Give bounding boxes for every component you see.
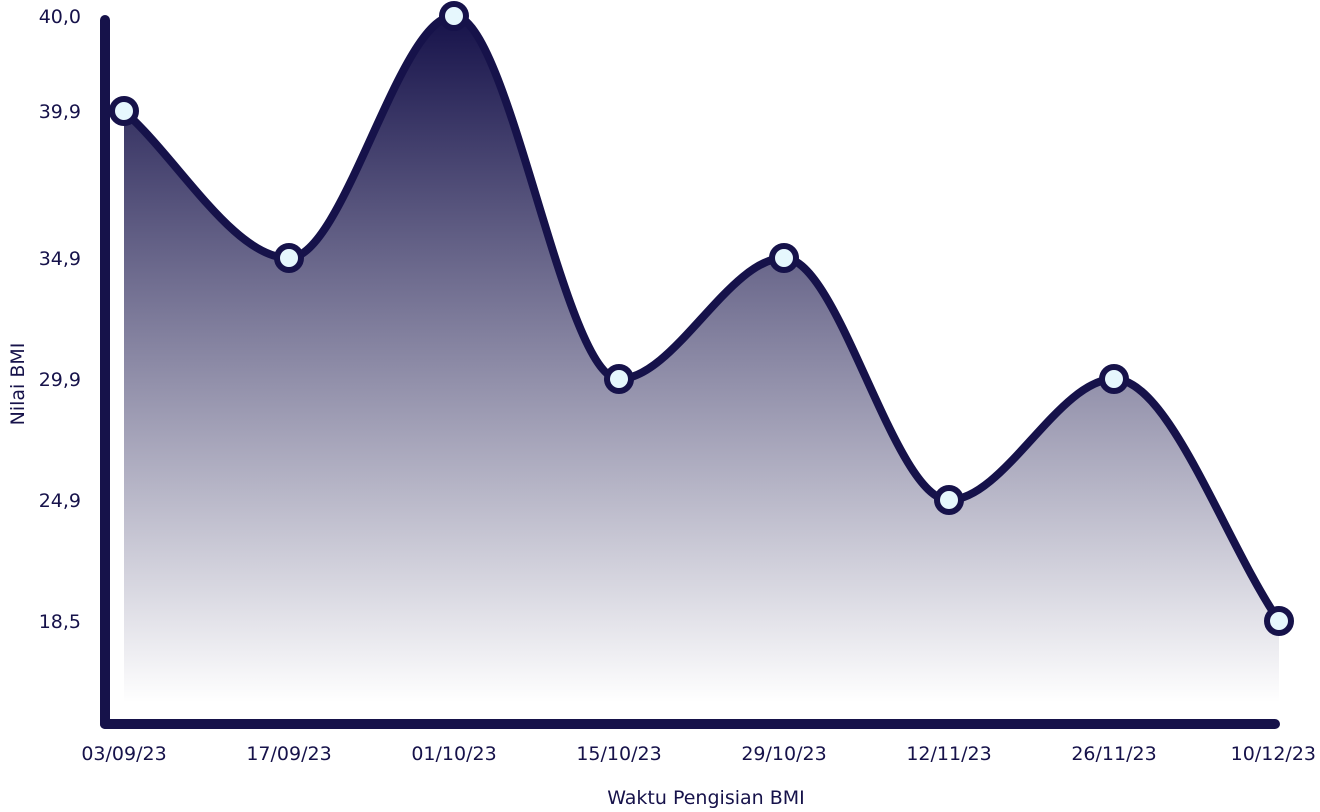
y-tick-label: 39,9 (39, 101, 81, 123)
x-tick-label: 15/10/23 (576, 743, 661, 765)
line-layer (120, 12, 1283, 625)
data-point-12/11/23 (934, 485, 964, 515)
data-point-01/10/23 (439, 1, 469, 31)
y-tick-labels: 40,0 39,9 34,9 29,9 24,9 18,5 (39, 6, 81, 633)
x-tick-labels: 03/09/23 17/09/23 01/10/23 15/10/23 29/10/23… (81, 743, 1316, 765)
x-tick-label: 10/12/23 (1231, 743, 1316, 765)
data-point-10/12/23 (1264, 606, 1294, 636)
marker-layer (109, 1, 1294, 636)
data-point-26/11/23 (1099, 364, 1129, 394)
x-tick-label: 01/10/23 (411, 743, 496, 765)
x-tick-label: 29/10/23 (741, 743, 826, 765)
y-tick-label: 40,0 (39, 6, 81, 28)
x-tick-label: 26/11/23 (1071, 743, 1156, 765)
data-point-29/10/23 (769, 243, 799, 273)
x-tick-label: 17/09/23 (246, 743, 331, 765)
y-tick-label: 29,9 (39, 369, 81, 391)
data-point-17/09/23 (274, 243, 304, 273)
y-tick-label: 34,9 (39, 248, 81, 270)
area-fill (124, 16, 1279, 703)
y-tick-label: 18,5 (39, 611, 81, 633)
data-point-15/10/23 (604, 364, 634, 394)
area-layer (124, 16, 1279, 703)
y-axis-title: Nilai BMI (7, 343, 29, 426)
x-axis-title: Waktu Pengisian BMI (607, 787, 805, 809)
x-tick-label: 12/11/23 (906, 743, 991, 765)
data-point-03/09/23 (109, 96, 139, 126)
series-line (120, 12, 1283, 625)
y-tick-label: 24,9 (39, 490, 81, 512)
axis-layer (100, 15, 1280, 729)
x-tick-label: 03/09/23 (81, 743, 166, 765)
